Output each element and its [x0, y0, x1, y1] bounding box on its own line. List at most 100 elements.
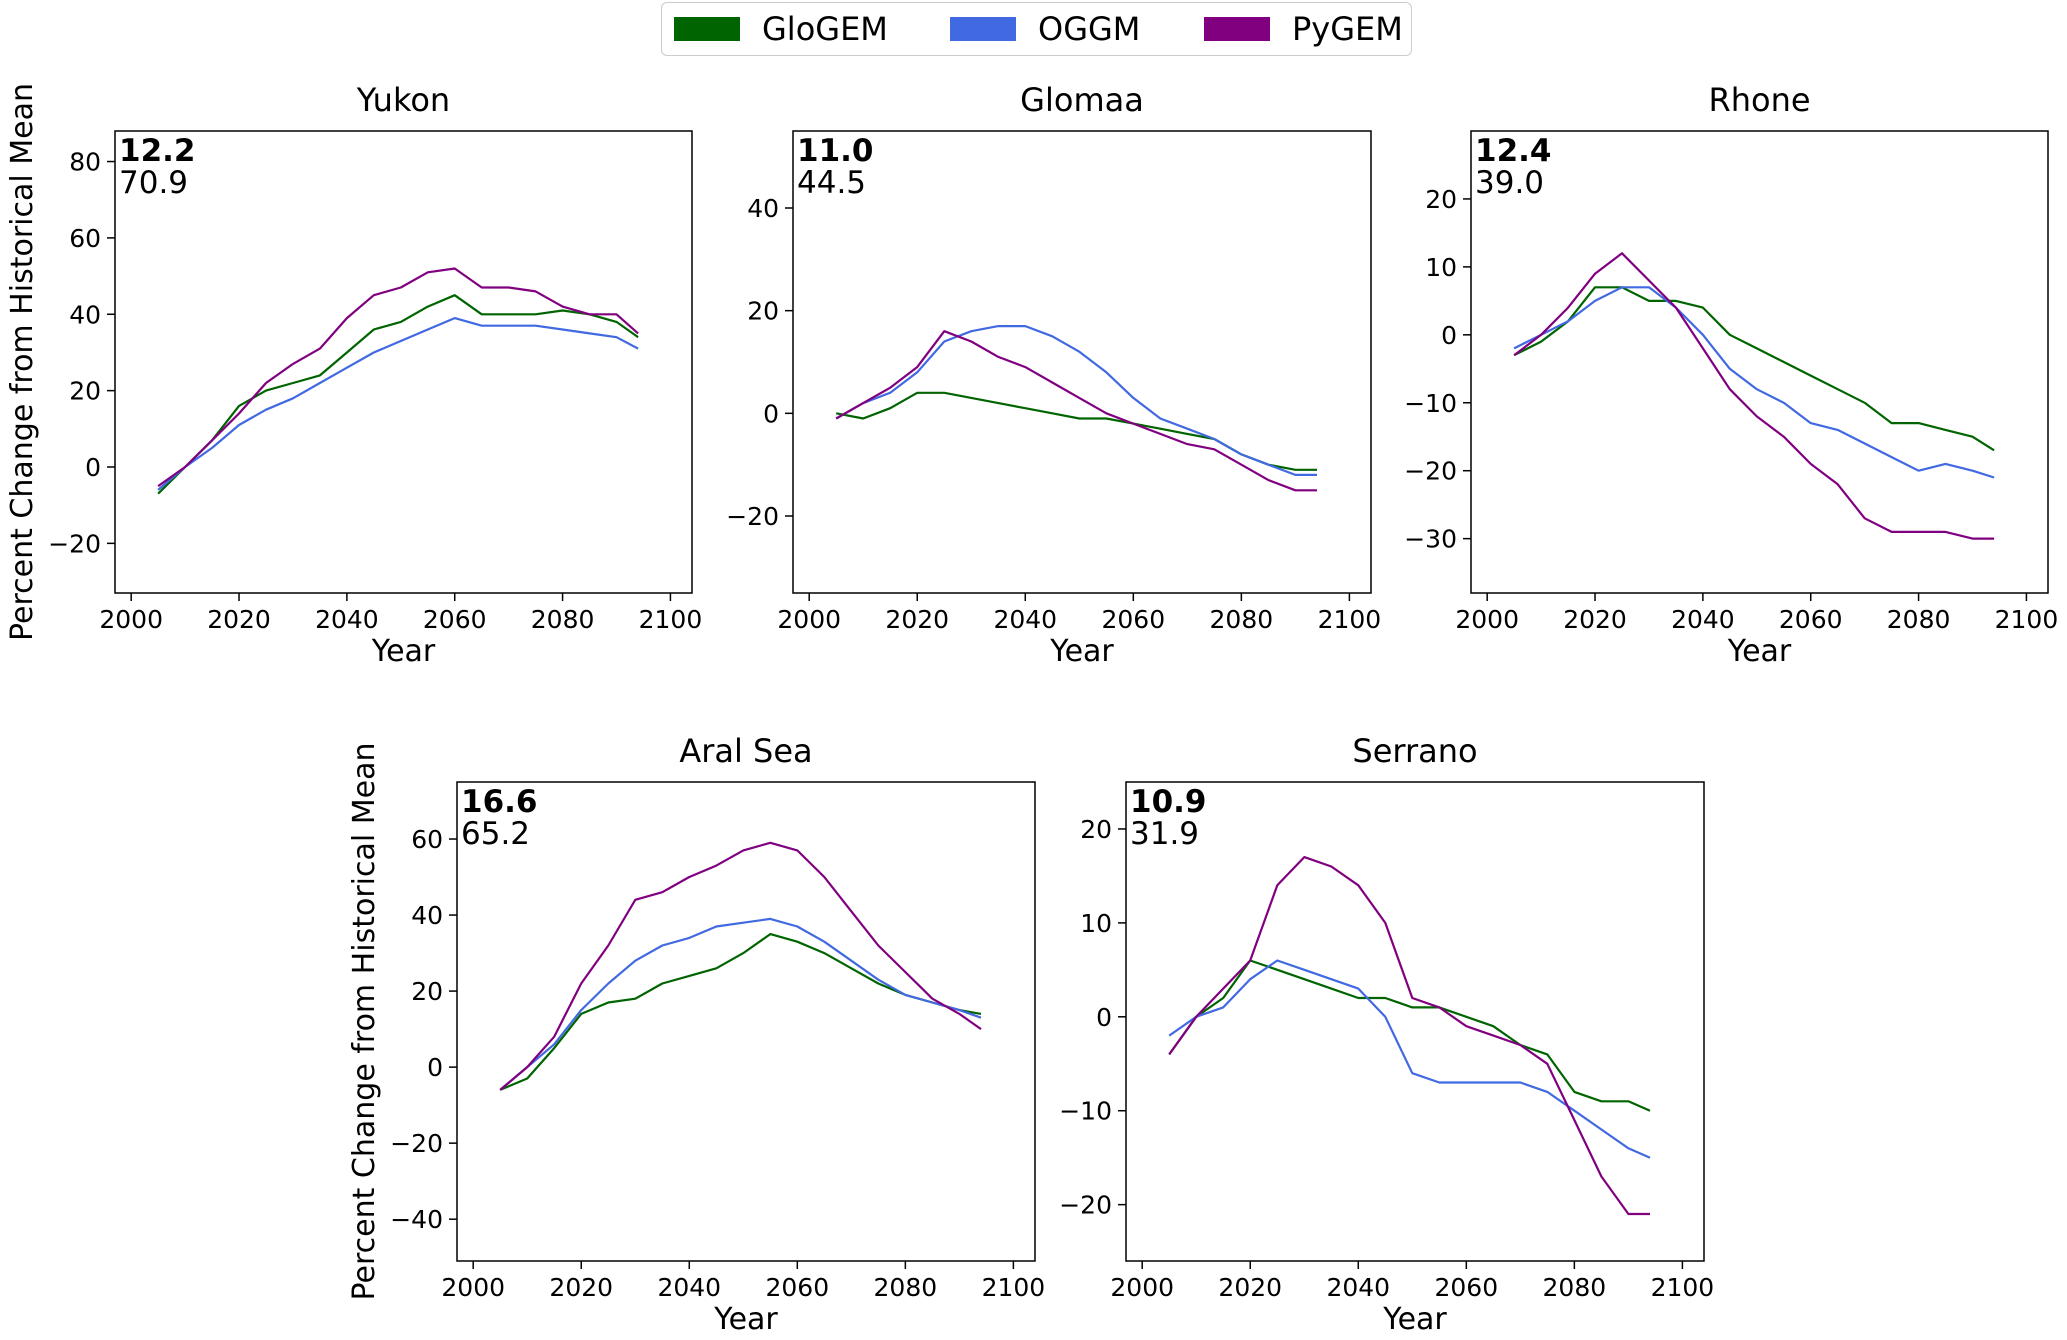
series-line-oggm: [1168, 959, 1651, 1159]
annotation-bold: 12.4: [1475, 133, 1552, 169]
series-line-pygem: [1513, 252, 1995, 540]
y-tick-label: 0: [1096, 1003, 1112, 1032]
subplot-title: Rhone: [1708, 81, 1810, 119]
y-tick-label: 20: [1425, 185, 1457, 214]
series-line-oggm: [157, 317, 639, 491]
x-axis-label: Year: [1727, 634, 1792, 669]
y-tick-label: 60: [69, 224, 101, 253]
legend-item-oggm: OGGM: [950, 10, 1141, 48]
subplot-4: Serrano 2000 2020 2040 2060 2080 2100 −20 −10 0 10…: [1059, 732, 1714, 1337]
annotation-bold: 12.2: [119, 133, 196, 169]
series-line-glogem: [1168, 959, 1651, 1112]
subplot-title: Aral Sea: [679, 732, 812, 770]
y-tick-label: 60: [411, 825, 443, 854]
y-tick-label: 10: [1080, 909, 1112, 938]
x-tick-label: 2080: [531, 605, 595, 634]
y-tick-label: 0: [427, 1053, 443, 1082]
legend-swatch-glogem: [674, 17, 740, 41]
series-group: [157, 267, 639, 495]
series-line-glogem: [1513, 286, 1995, 452]
plot-frame: [792, 130, 1372, 594]
x-axis-label: Year: [1049, 634, 1114, 669]
x-tick-label: 2020: [1218, 1273, 1282, 1302]
x-axis-label: Year: [713, 1302, 778, 1337]
y-tick-label: 0: [763, 399, 779, 428]
subplot-title: Glomaa: [1020, 81, 1144, 119]
legend-swatch-oggm: [950, 17, 1016, 41]
x-tick-label: 2100: [1995, 605, 2059, 634]
y-tick-label: 20: [69, 377, 101, 406]
legend-label-glogem: GloGEM: [762, 10, 888, 48]
series-line-glogem: [157, 294, 639, 495]
y-tick-label: −20: [1404, 457, 1457, 486]
annotation-value: 31.9: [1130, 816, 1199, 852]
x-tick-label: 2100: [1651, 1273, 1715, 1302]
y-tick-label: 40: [747, 194, 779, 223]
plot-frame: [456, 781, 1036, 1262]
y-tick-label: 20: [411, 977, 443, 1006]
x-tick-label: 2060: [423, 605, 487, 634]
subplot-title: Yukon: [356, 81, 450, 119]
y-tick-label: 0: [1441, 321, 1457, 350]
y-tick-label: 0: [85, 453, 101, 482]
x-tick-label: 2020: [1563, 605, 1627, 634]
annotation-bold: 10.9: [1130, 784, 1207, 820]
x-tick-label: 2040: [993, 605, 1057, 634]
y-tick-label: 80: [69, 148, 101, 177]
y-tick-label: 20: [1080, 815, 1112, 844]
y-tick-label: −40: [390, 1205, 443, 1234]
annotation-value: 39.0: [1475, 165, 1544, 201]
annotation-value: 44.5: [797, 165, 866, 201]
y-axis-label: Percent Change from Historical Mean: [347, 743, 382, 1301]
y-tick-label: −10: [1059, 1097, 1112, 1126]
x-tick-label: 2040: [657, 1273, 721, 1302]
x-axis-label: Year: [1382, 1302, 1447, 1337]
x-tick-label: 2020: [549, 1273, 613, 1302]
series-group: [1513, 252, 1995, 540]
x-tick-label: 2040: [1671, 605, 1735, 634]
series-line-glogem: [835, 391, 1317, 471]
x-tick-label: 2040: [1326, 1273, 1390, 1302]
series-line-glogem: [499, 932, 982, 1091]
y-tick-label: −30: [1404, 525, 1457, 554]
y-axis-label: Percent Change from Historical Mean: [5, 83, 40, 641]
legend-label-oggm: OGGM: [1038, 10, 1141, 48]
x-tick-label: 2080: [1543, 1273, 1607, 1302]
series-line-oggm: [835, 325, 1317, 476]
series-line-pygem: [157, 267, 639, 487]
y-tick-label: 40: [411, 901, 443, 930]
x-tick-label: 2000: [1110, 1273, 1174, 1302]
x-tick-label: 2000: [441, 1273, 505, 1302]
x-tick-label: 2080: [874, 1273, 938, 1302]
x-tick-label: 2020: [207, 605, 271, 634]
legend-swatch-pygem: [1204, 17, 1270, 41]
x-tick-label: 2000: [99, 605, 163, 634]
y-tick-label: 20: [747, 297, 779, 326]
annotation-value: 70.9: [119, 165, 188, 201]
y-tick-label: −20: [390, 1129, 443, 1158]
series-line-pygem: [835, 330, 1317, 492]
subplot-2: Rhone 2000 2020 2040 2060 2080 2100 −30 −20 −10 0 1…: [1404, 81, 2058, 669]
y-tick-label: −20: [48, 529, 101, 558]
x-tick-label: 2080: [1210, 605, 1274, 634]
annotation-bold: 11.0: [797, 133, 874, 169]
x-tick-label: 2100: [639, 605, 703, 634]
y-tick-label: −20: [1059, 1191, 1112, 1220]
y-tick-label: −10: [1404, 389, 1457, 418]
y-tick-label: 40: [69, 300, 101, 329]
legend-label-pygem: PyGEM: [1292, 10, 1403, 48]
x-tick-label: 2000: [777, 605, 841, 634]
x-tick-label: 2060: [766, 1273, 830, 1302]
annotation-value: 65.2: [461, 816, 530, 852]
x-tick-label: 2060: [1779, 605, 1843, 634]
x-tick-label: 2040: [315, 605, 379, 634]
annotation-bold: 16.6: [461, 784, 538, 820]
series-line-pygem: [499, 841, 982, 1091]
y-tick-label: 10: [1425, 253, 1457, 282]
x-tick-label: 2060: [1435, 1273, 1499, 1302]
x-axis-label: Year: [371, 634, 436, 669]
